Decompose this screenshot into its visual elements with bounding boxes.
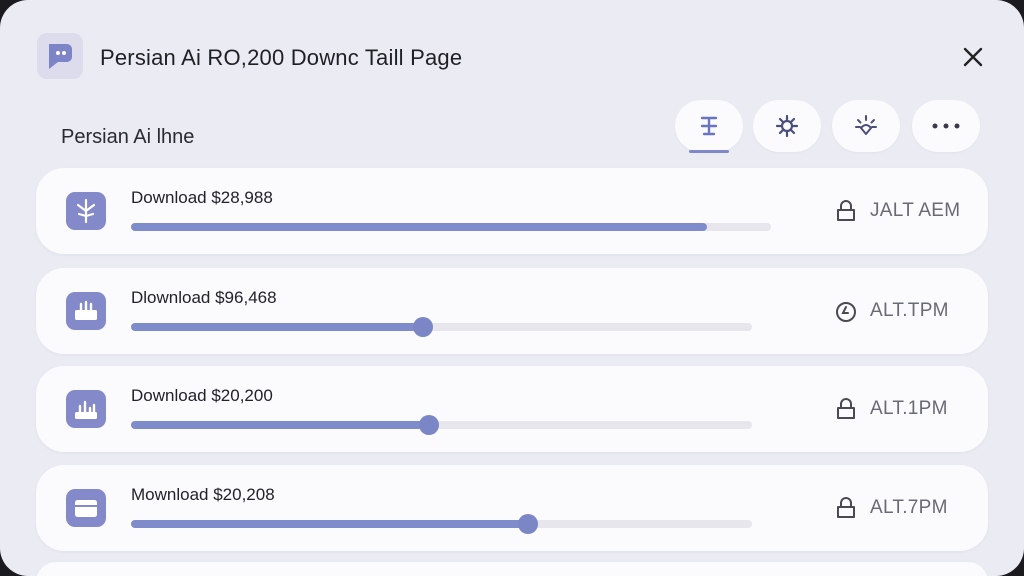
list-item-partial bbox=[36, 562, 988, 576]
app-logo-icon bbox=[37, 33, 83, 79]
download-progress-track[interactable] bbox=[131, 415, 752, 435]
close-icon bbox=[963, 47, 983, 67]
download-item[interactable]: Download $20,200 ALT.1PM bbox=[36, 366, 988, 452]
gear-icon bbox=[775, 114, 799, 138]
download-progress-fill bbox=[131, 223, 707, 231]
download-label: Dlownload $96,468 bbox=[131, 288, 277, 307]
download-status-action[interactable]: ALT.1PM bbox=[834, 396, 948, 422]
clock-icon bbox=[836, 302, 856, 322]
text-tool-button[interactable] bbox=[675, 100, 743, 153]
upload-box-icon bbox=[66, 292, 106, 330]
progress-slider-handle[interactable] bbox=[518, 514, 538, 534]
download-label: Download $28,988 bbox=[131, 188, 273, 207]
download-item[interactable]: Dlownload $96,468 ALT.TPM bbox=[36, 268, 988, 354]
lock-icon bbox=[837, 398, 855, 419]
download-progress-fill bbox=[131, 520, 528, 528]
sparkle-icon bbox=[855, 115, 877, 135]
chart-box-icon bbox=[66, 390, 106, 428]
download-item[interactable]: Mownload $20,208 ALT.7PM bbox=[36, 465, 988, 551]
progress-slider-handle[interactable] bbox=[419, 415, 439, 435]
download-status-action[interactable]: ALT.7PM bbox=[834, 495, 948, 521]
download-status-text: ALT.TPM bbox=[870, 300, 949, 321]
download-progress-track[interactable] bbox=[131, 317, 752, 337]
settings-button[interactable] bbox=[753, 100, 821, 152]
download-progress-fill bbox=[131, 323, 423, 331]
download-progress-track[interactable] bbox=[131, 514, 752, 534]
text-cursor-icon bbox=[700, 116, 718, 136]
lock-icon bbox=[837, 200, 855, 221]
download-label: Download $20,200 bbox=[131, 386, 273, 405]
download-status-action[interactable]: ALT.TPM bbox=[834, 298, 949, 324]
download-status-action[interactable]: JALT AEM bbox=[834, 198, 960, 224]
download-progress-track[interactable] bbox=[131, 223, 771, 231]
progress-slider-handle[interactable] bbox=[413, 317, 433, 337]
tray-icon bbox=[66, 489, 106, 527]
download-status-text: ALT.1PM bbox=[870, 398, 948, 419]
download-status-text: JALT AEM bbox=[870, 200, 961, 221]
download-status-text: ALT.7PM bbox=[870, 497, 948, 518]
more-options-button[interactable] bbox=[912, 100, 980, 152]
download-item[interactable]: Download $28,988 JALT AEM bbox=[36, 168, 988, 254]
download-progress-fill bbox=[131, 421, 429, 429]
active-tab-indicator bbox=[689, 150, 729, 153]
magic-button[interactable] bbox=[832, 100, 900, 152]
download-label: Mownload $20,208 bbox=[131, 485, 275, 504]
more-icon bbox=[932, 123, 960, 129]
window-title: Persian Ai RO,200 Downc Taill Page bbox=[100, 45, 463, 70]
lock-icon bbox=[837, 497, 855, 518]
leaf-icon bbox=[66, 192, 106, 230]
section-title: Persian Ai lhne bbox=[61, 126, 195, 148]
close-button[interactable] bbox=[956, 40, 990, 74]
